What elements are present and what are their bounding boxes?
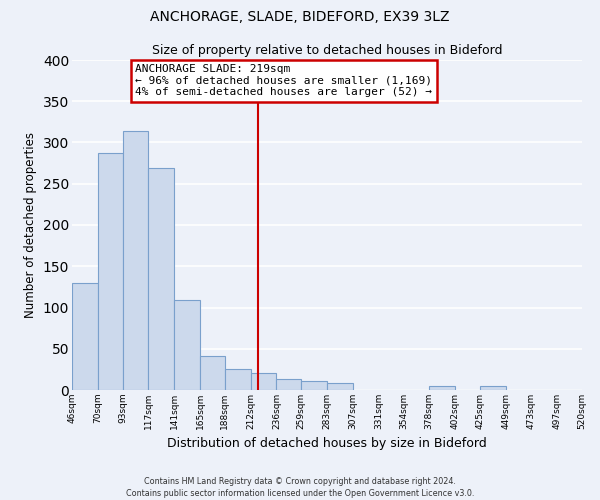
- Text: Contains HM Land Registry data © Crown copyright and database right 2024.
Contai: Contains HM Land Registry data © Crown c…: [126, 476, 474, 498]
- Y-axis label: Number of detached properties: Number of detached properties: [24, 132, 37, 318]
- Bar: [251, 372, 277, 390]
- Bar: [327, 384, 353, 390]
- X-axis label: Distribution of detached houses by size in Bideford: Distribution of detached houses by size …: [167, 438, 487, 450]
- Title: Size of property relative to detached houses in Bideford: Size of property relative to detached ho…: [152, 44, 502, 58]
- Bar: [277, 380, 301, 390]
- Bar: [72, 283, 98, 390]
- Text: ANCHORAGE, SLADE, BIDEFORD, EX39 3LZ: ANCHORAGE, SLADE, BIDEFORD, EX39 3LZ: [150, 10, 450, 24]
- Bar: [429, 386, 455, 390]
- Bar: [301, 381, 327, 390]
- Bar: [200, 356, 225, 390]
- Text: ANCHORAGE SLADE: 219sqm
← 96% of detached houses are smaller (1,169)
4% of semi-: ANCHORAGE SLADE: 219sqm ← 96% of detache…: [136, 64, 433, 98]
- Bar: [122, 131, 148, 390]
- Bar: [174, 300, 200, 390]
- Bar: [98, 153, 122, 390]
- Bar: [225, 370, 251, 390]
- Bar: [480, 386, 506, 390]
- Bar: [148, 168, 174, 390]
